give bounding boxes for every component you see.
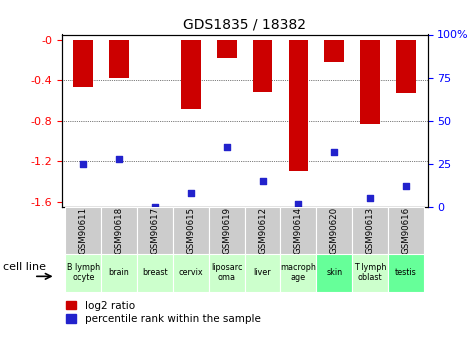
Point — [331, 149, 338, 155]
Bar — [324, 40, 344, 62]
Point — [115, 156, 123, 161]
Bar — [101, 254, 137, 292]
Text: cervix: cervix — [179, 268, 203, 277]
Bar — [137, 207, 173, 254]
Text: skin: skin — [326, 268, 342, 277]
Title: GDS1835 / 18382: GDS1835 / 18382 — [183, 18, 306, 32]
Point — [151, 204, 159, 210]
Text: T lymph
oblast: T lymph oblast — [354, 263, 386, 282]
Bar — [253, 40, 273, 92]
Bar — [388, 254, 424, 292]
Text: B lymph
ocyte: B lymph ocyte — [66, 263, 100, 282]
Point — [366, 196, 374, 201]
Point — [402, 184, 410, 189]
Text: GSM90615: GSM90615 — [186, 207, 195, 254]
Text: GSM90620: GSM90620 — [330, 207, 339, 254]
Text: macroph
age: macroph age — [280, 263, 316, 282]
Text: testis: testis — [395, 268, 417, 277]
Point — [223, 144, 230, 149]
Point — [294, 201, 302, 206]
Text: brain: brain — [109, 268, 130, 277]
Text: GSM90614: GSM90614 — [294, 207, 303, 254]
Bar — [217, 40, 237, 58]
Bar — [316, 207, 352, 254]
Text: cell line: cell line — [3, 262, 46, 272]
Bar — [101, 207, 137, 254]
Bar — [209, 254, 245, 292]
Bar — [316, 254, 352, 292]
Bar — [181, 40, 201, 109]
Text: GSM90611: GSM90611 — [79, 207, 88, 254]
Bar — [74, 40, 93, 87]
Bar — [209, 207, 245, 254]
Bar — [280, 254, 316, 292]
Text: breast: breast — [142, 268, 168, 277]
Bar — [173, 207, 209, 254]
Bar — [280, 207, 316, 254]
Bar — [288, 40, 308, 171]
Point — [259, 178, 266, 184]
Bar — [352, 254, 388, 292]
Text: GSM90618: GSM90618 — [114, 207, 124, 254]
Point — [187, 190, 195, 196]
Text: liver: liver — [254, 268, 271, 277]
Bar — [245, 254, 280, 292]
Bar — [66, 207, 101, 254]
Legend: log2 ratio, percentile rank within the sample: log2 ratio, percentile rank within the s… — [62, 297, 265, 328]
Text: GSM90619: GSM90619 — [222, 207, 231, 254]
Text: liposarc
oma: liposarc oma — [211, 263, 242, 282]
Bar — [66, 254, 101, 292]
Bar — [245, 207, 280, 254]
Bar — [109, 40, 129, 78]
Bar — [388, 207, 424, 254]
Text: GSM90613: GSM90613 — [366, 207, 375, 254]
Bar — [173, 254, 209, 292]
Text: GSM90617: GSM90617 — [151, 207, 160, 254]
Text: GSM90616: GSM90616 — [401, 207, 410, 254]
Bar — [137, 254, 173, 292]
Bar — [396, 40, 416, 93]
Bar — [360, 40, 380, 124]
Text: GSM90612: GSM90612 — [258, 207, 267, 254]
Bar — [352, 207, 388, 254]
Point — [79, 161, 87, 167]
